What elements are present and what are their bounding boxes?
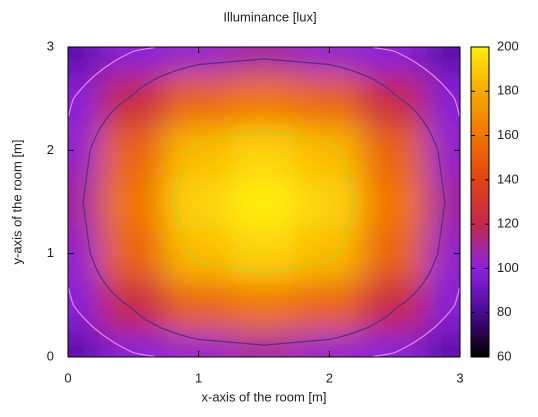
colorbar: [470, 46, 490, 358]
heat-cell: [68, 47, 102, 74]
heat-cell: [361, 71, 429, 126]
heat-cell: [165, 71, 233, 126]
chart-title: Illuminance [lux]: [223, 9, 316, 24]
heat-cell: [99, 278, 167, 333]
heat-cell: [165, 278, 233, 333]
colorbar-tick-label: 140: [497, 171, 519, 186]
colorbar-tick-label: 200: [497, 38, 519, 53]
heat-cell: [295, 175, 363, 229]
heat-cell: [165, 123, 233, 178]
heat-field: [68, 47, 460, 357]
heat-cell: [99, 226, 167, 281]
plot-border: [67, 46, 461, 358]
contour-line: [68, 47, 460, 357]
heat-cell: [99, 175, 167, 229]
heat-cell: [165, 175, 233, 229]
heat-cell: [99, 71, 167, 126]
heat-cell: [230, 226, 298, 281]
heat-cell: [230, 278, 298, 333]
contour-line: [82, 58, 446, 346]
heat-cell: [361, 175, 429, 229]
cells: [68, 47, 460, 357]
colorbar-tick-label: 60: [497, 348, 511, 363]
heat-cell: [295, 226, 363, 281]
colorbar-tick-label: 80: [497, 304, 511, 319]
heat-cell: [99, 123, 167, 178]
y-tick-label: 0: [47, 348, 54, 363]
heat-cell: [361, 226, 429, 281]
heat-cell: [68, 330, 102, 357]
y-tick-label: 3: [47, 38, 54, 53]
x-tick-label: 3: [456, 370, 463, 385]
heat-cell: [426, 330, 460, 357]
x-tick-label: 0: [64, 370, 71, 385]
y-tick-label: 2: [47, 142, 54, 157]
heat-cell: [295, 123, 363, 178]
heat-cell: [361, 123, 429, 178]
contour-line: [173, 130, 355, 274]
y-axis-label: y-axis of the room [m]: [9, 140, 24, 265]
heat-cell: [295, 71, 363, 126]
heat-cell: [230, 71, 298, 126]
heat-cell: [295, 278, 363, 333]
heat-cell: [426, 47, 460, 74]
x-tick-label: 2: [326, 370, 333, 385]
colorbar-tick-label: 100: [497, 260, 519, 275]
heat-cell: [165, 226, 233, 281]
heat-cell: [230, 175, 298, 229]
contours: [68, 47, 460, 357]
heat-cell: [68, 175, 102, 229]
colorbar-tick-label: 160: [497, 127, 519, 142]
heat-cell: [426, 175, 460, 229]
x-tick-label: 1: [195, 370, 202, 385]
heat-cell: [230, 123, 298, 178]
y-tick-label: 1: [47, 245, 54, 260]
x-axis-label: x-axis of the room [m]: [202, 389, 327, 404]
colorbar-tick-label: 120: [497, 216, 519, 231]
colorbar-tick-label: 180: [497, 83, 519, 98]
heat-cell: [361, 278, 429, 333]
